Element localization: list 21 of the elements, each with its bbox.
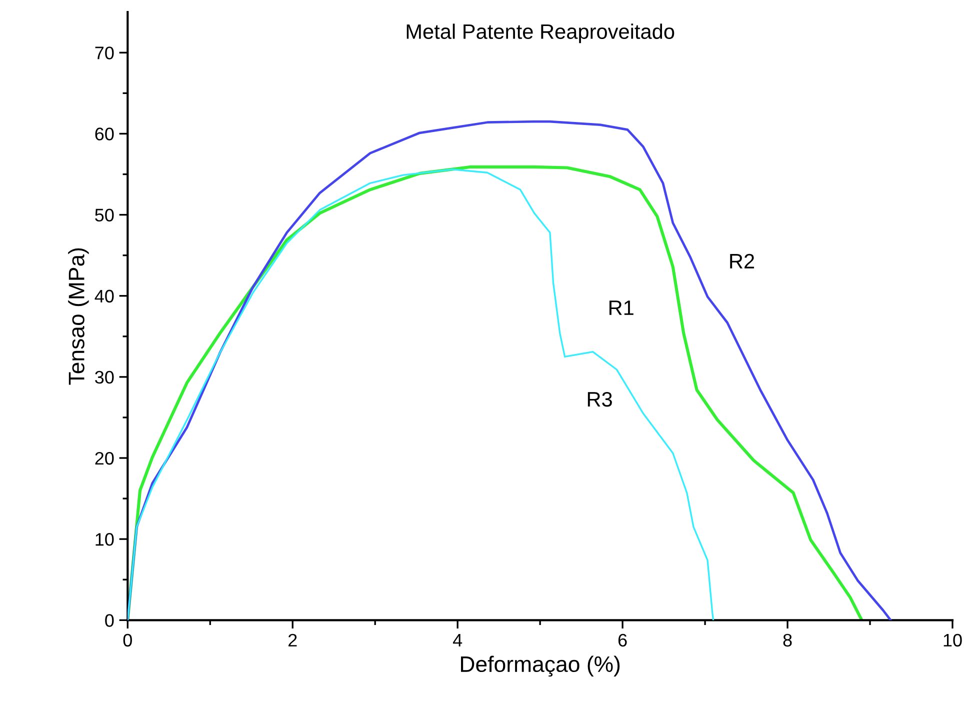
y-tick-label: 10 bbox=[96, 533, 114, 546]
x-tick-label: 2 bbox=[288, 634, 297, 646]
y-tick-label: 0 bbox=[105, 614, 114, 627]
x-tick-label: 0 bbox=[123, 634, 132, 647]
text: Metal Patente Reaproveitado bbox=[406, 24, 674, 44]
y-tick-label: 40 bbox=[94, 290, 114, 303]
text: R1 bbox=[609, 300, 634, 315]
x-tick-label: 8 bbox=[783, 634, 792, 647]
y-tick-label: 60 bbox=[95, 128, 114, 140]
y-tick-label: 50 bbox=[95, 208, 114, 222]
series-label: R2 bbox=[730, 254, 754, 268]
series-label: R3 bbox=[588, 392, 612, 407]
x-tick-label: 6 bbox=[618, 634, 627, 647]
line-series bbox=[128, 168, 714, 620]
y-tick-label: 20 bbox=[95, 452, 114, 465]
x-axis-title: Deformaçao (%) bbox=[461, 656, 620, 677]
y-tick-label: 70 bbox=[95, 46, 114, 60]
y-axis-title: Tensao (MPa) bbox=[68, 248, 89, 385]
y-tick-label: 30 bbox=[95, 370, 114, 384]
x-tick-label: 4 bbox=[452, 634, 462, 646]
x-tick-label: 10 bbox=[944, 634, 962, 647]
